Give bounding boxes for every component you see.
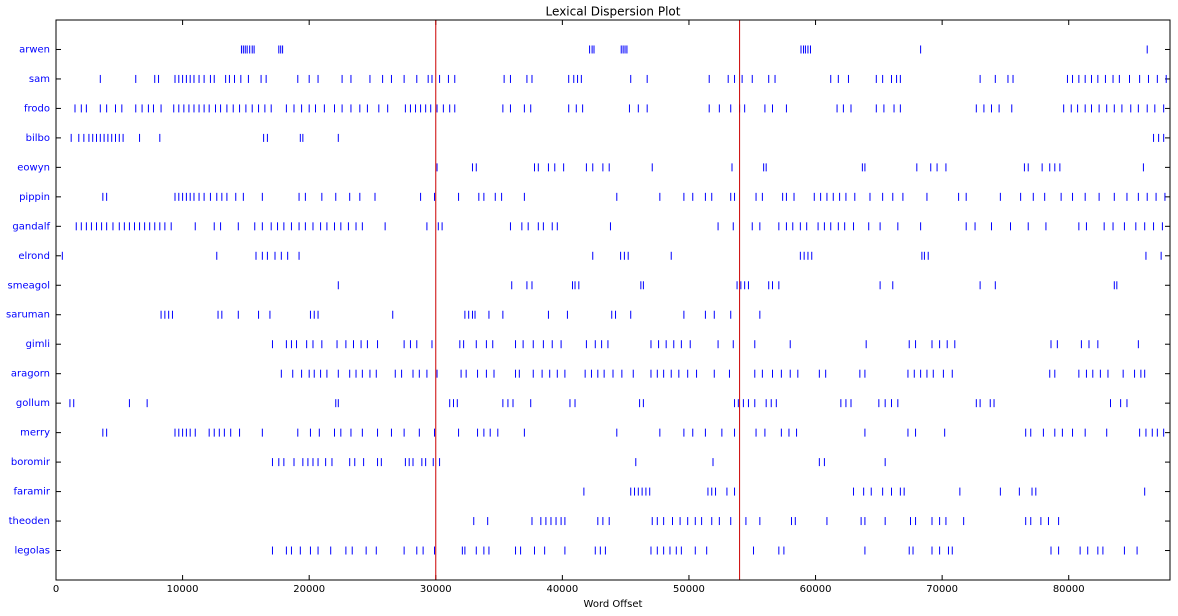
y-tick-label: aragorn <box>11 369 50 380</box>
y-tick-label: eowyn <box>17 162 50 173</box>
y-tick-label: smeagol <box>8 280 50 291</box>
x-tick-label: 40000 <box>546 584 578 595</box>
y-tick-label: pippin <box>19 192 50 203</box>
plot-frame <box>55 19 1171 581</box>
x-tick-label: 70000 <box>926 584 958 595</box>
y-tick-label: arwen <box>19 44 50 55</box>
y-tick-label: saruman <box>6 310 50 321</box>
y-tick-label: theoden <box>9 516 50 527</box>
x-tick-label: 0 <box>53 584 59 595</box>
x-tick-label: 30000 <box>420 584 452 595</box>
y-tick-label: gimli <box>26 339 50 350</box>
x-tick-label: 80000 <box>1053 584 1085 595</box>
y-tick-label: frodo <box>24 103 50 114</box>
x-tick-label: 20000 <box>293 584 325 595</box>
y-tick-label: legolas <box>14 546 50 557</box>
y-tick-label: sam <box>29 74 50 85</box>
y-tick-label: faramir <box>13 487 50 498</box>
x-tick-label: 60000 <box>800 584 832 595</box>
x-axis-label: Word Offset <box>584 599 643 610</box>
y-tick-label: bilbo <box>26 133 50 144</box>
chart-title: Lexical Dispersion Plot <box>546 5 681 19</box>
y-tick-label: gollum <box>16 398 50 409</box>
y-tick-label: boromir <box>11 457 51 468</box>
x-tick-label: 50000 <box>673 584 705 595</box>
x-tick-label: 10000 <box>167 584 199 595</box>
y-tick-label: gandalf <box>12 221 50 232</box>
y-tick-label: elrond <box>18 251 50 262</box>
y-tick-label: merry <box>20 428 50 439</box>
